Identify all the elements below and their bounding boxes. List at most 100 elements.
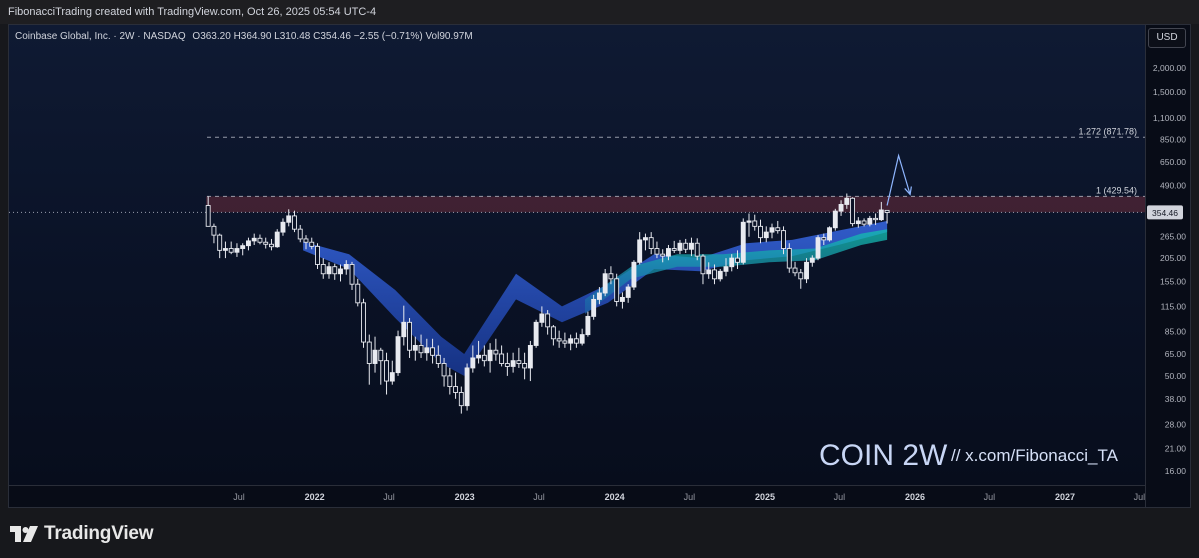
candle-body[interactable] [683,242,689,250]
candle-body[interactable] [666,248,671,257]
candle-body[interactable] [361,302,366,343]
candle-body[interactable] [740,221,746,263]
candle-body[interactable] [758,225,763,239]
candle-body[interactable] [625,286,631,298]
candle-body[interactable] [763,231,769,239]
candle-body[interactable] [608,273,614,280]
candle-body[interactable] [642,237,648,241]
candle-body[interactable] [781,230,786,249]
candle-body[interactable] [470,357,476,369]
candle-body[interactable] [384,360,389,382]
candle-body[interactable] [873,217,879,221]
candle-body[interactable] [292,215,297,230]
candle-body[interactable] [481,354,487,362]
candle-body[interactable] [579,334,585,344]
price-axis[interactable]: 2,000.00 1,500.00 1,100.00 850.00 650.00 490.… [1145,25,1190,507]
candle-body[interactable] [821,237,827,241]
tradingview-logo[interactable]: TradingView [10,523,154,545]
candle-body[interactable] [303,238,309,243]
candle-body[interactable] [573,338,579,344]
candle-body[interactable] [401,321,407,338]
candle-body[interactable] [712,269,717,280]
candle-body[interactable] [861,220,867,225]
candle-body[interactable] [735,257,740,263]
candle-body[interactable] [435,354,441,364]
candle-body[interactable] [338,268,343,275]
candle-body[interactable] [654,248,660,255]
candle-body[interactable] [211,225,217,236]
candle-body[interactable] [717,270,723,280]
candle-body[interactable] [723,266,729,272]
candle-body[interactable] [522,363,528,369]
candle-body[interactable] [798,272,804,280]
candle-body[interactable] [631,261,637,288]
candle-body[interactable] [240,245,246,249]
candle-body[interactable] [850,197,856,225]
candle-body[interactable] [562,340,568,344]
candle-body[interactable] [660,253,666,257]
candle-body[interactable] [418,345,424,354]
candle-body[interactable] [424,347,430,354]
candle-body[interactable] [222,248,228,251]
candle-body[interactable] [619,296,625,302]
candle-body[interactable] [372,349,378,364]
candle-body[interactable] [464,367,470,407]
candle-body[interactable] [286,215,292,223]
candle-body[interactable] [809,257,815,263]
candle-body[interactable] [706,269,712,275]
candle-body[interactable] [246,240,251,247]
candle-body[interactable] [648,237,654,249]
candle-body[interactable] [752,220,758,227]
candle-body[interactable] [349,264,355,285]
candle-body[interactable] [602,273,608,294]
candle-body[interactable] [516,360,522,364]
candle-body[interactable] [769,227,775,233]
candle-body[interactable] [539,313,545,323]
candle-body[interactable] [855,220,861,225]
candle-body[interactable] [746,220,752,223]
candle-body[interactable] [493,349,499,355]
candle-body[interactable] [677,242,683,251]
candle-body[interactable] [447,375,453,388]
chart-svg[interactable]: 1.272 (871.78) 1 (429.54) COIN 2W // x.co… [9,25,1145,485]
candle-body[interactable] [251,237,257,242]
candle-body[interactable] [378,349,384,362]
candle-body[interactable] [366,341,372,364]
candle-body[interactable] [315,245,320,265]
candle-body[interactable] [556,338,562,342]
candle-body[interactable] [297,228,303,240]
candle-body[interactable] [884,209,890,213]
candle-body[interactable] [217,234,223,251]
candle-body[interactable] [389,372,395,382]
candle-body[interactable] [407,321,412,351]
candle-body[interactable] [533,321,539,346]
candle-body[interactable] [792,267,798,274]
candle-body[interactable] [326,266,332,275]
candle-body[interactable] [786,248,792,269]
candle-body[interactable] [694,242,700,257]
candle-body[interactable] [504,363,510,367]
candle-body[interactable] [832,210,838,229]
candle-body[interactable] [309,241,315,247]
candle-body[interactable] [453,386,459,393]
candle-body[interactable] [332,266,338,275]
candle-body[interactable] [867,217,873,225]
candle-body[interactable] [838,203,844,212]
candle-body[interactable] [430,347,436,356]
candle-body[interactable] [700,255,706,275]
candle-body[interactable] [527,345,533,369]
candle-body[interactable] [585,315,591,336]
candle-body[interactable] [844,197,850,205]
candle-body[interactable] [689,242,694,250]
candle-body[interactable] [263,241,269,245]
currency-button[interactable]: USD [1148,28,1186,48]
candle-body[interactable] [729,257,735,268]
candle-body[interactable] [412,345,418,351]
candle-body[interactable] [827,227,832,241]
candle-body[interactable] [205,205,211,227]
candle-body[interactable] [671,248,677,251]
candle-body[interactable] [441,363,447,377]
candle-body[interactable] [499,353,505,364]
candle-body[interactable] [568,338,574,344]
candle-body[interactable] [614,278,620,302]
